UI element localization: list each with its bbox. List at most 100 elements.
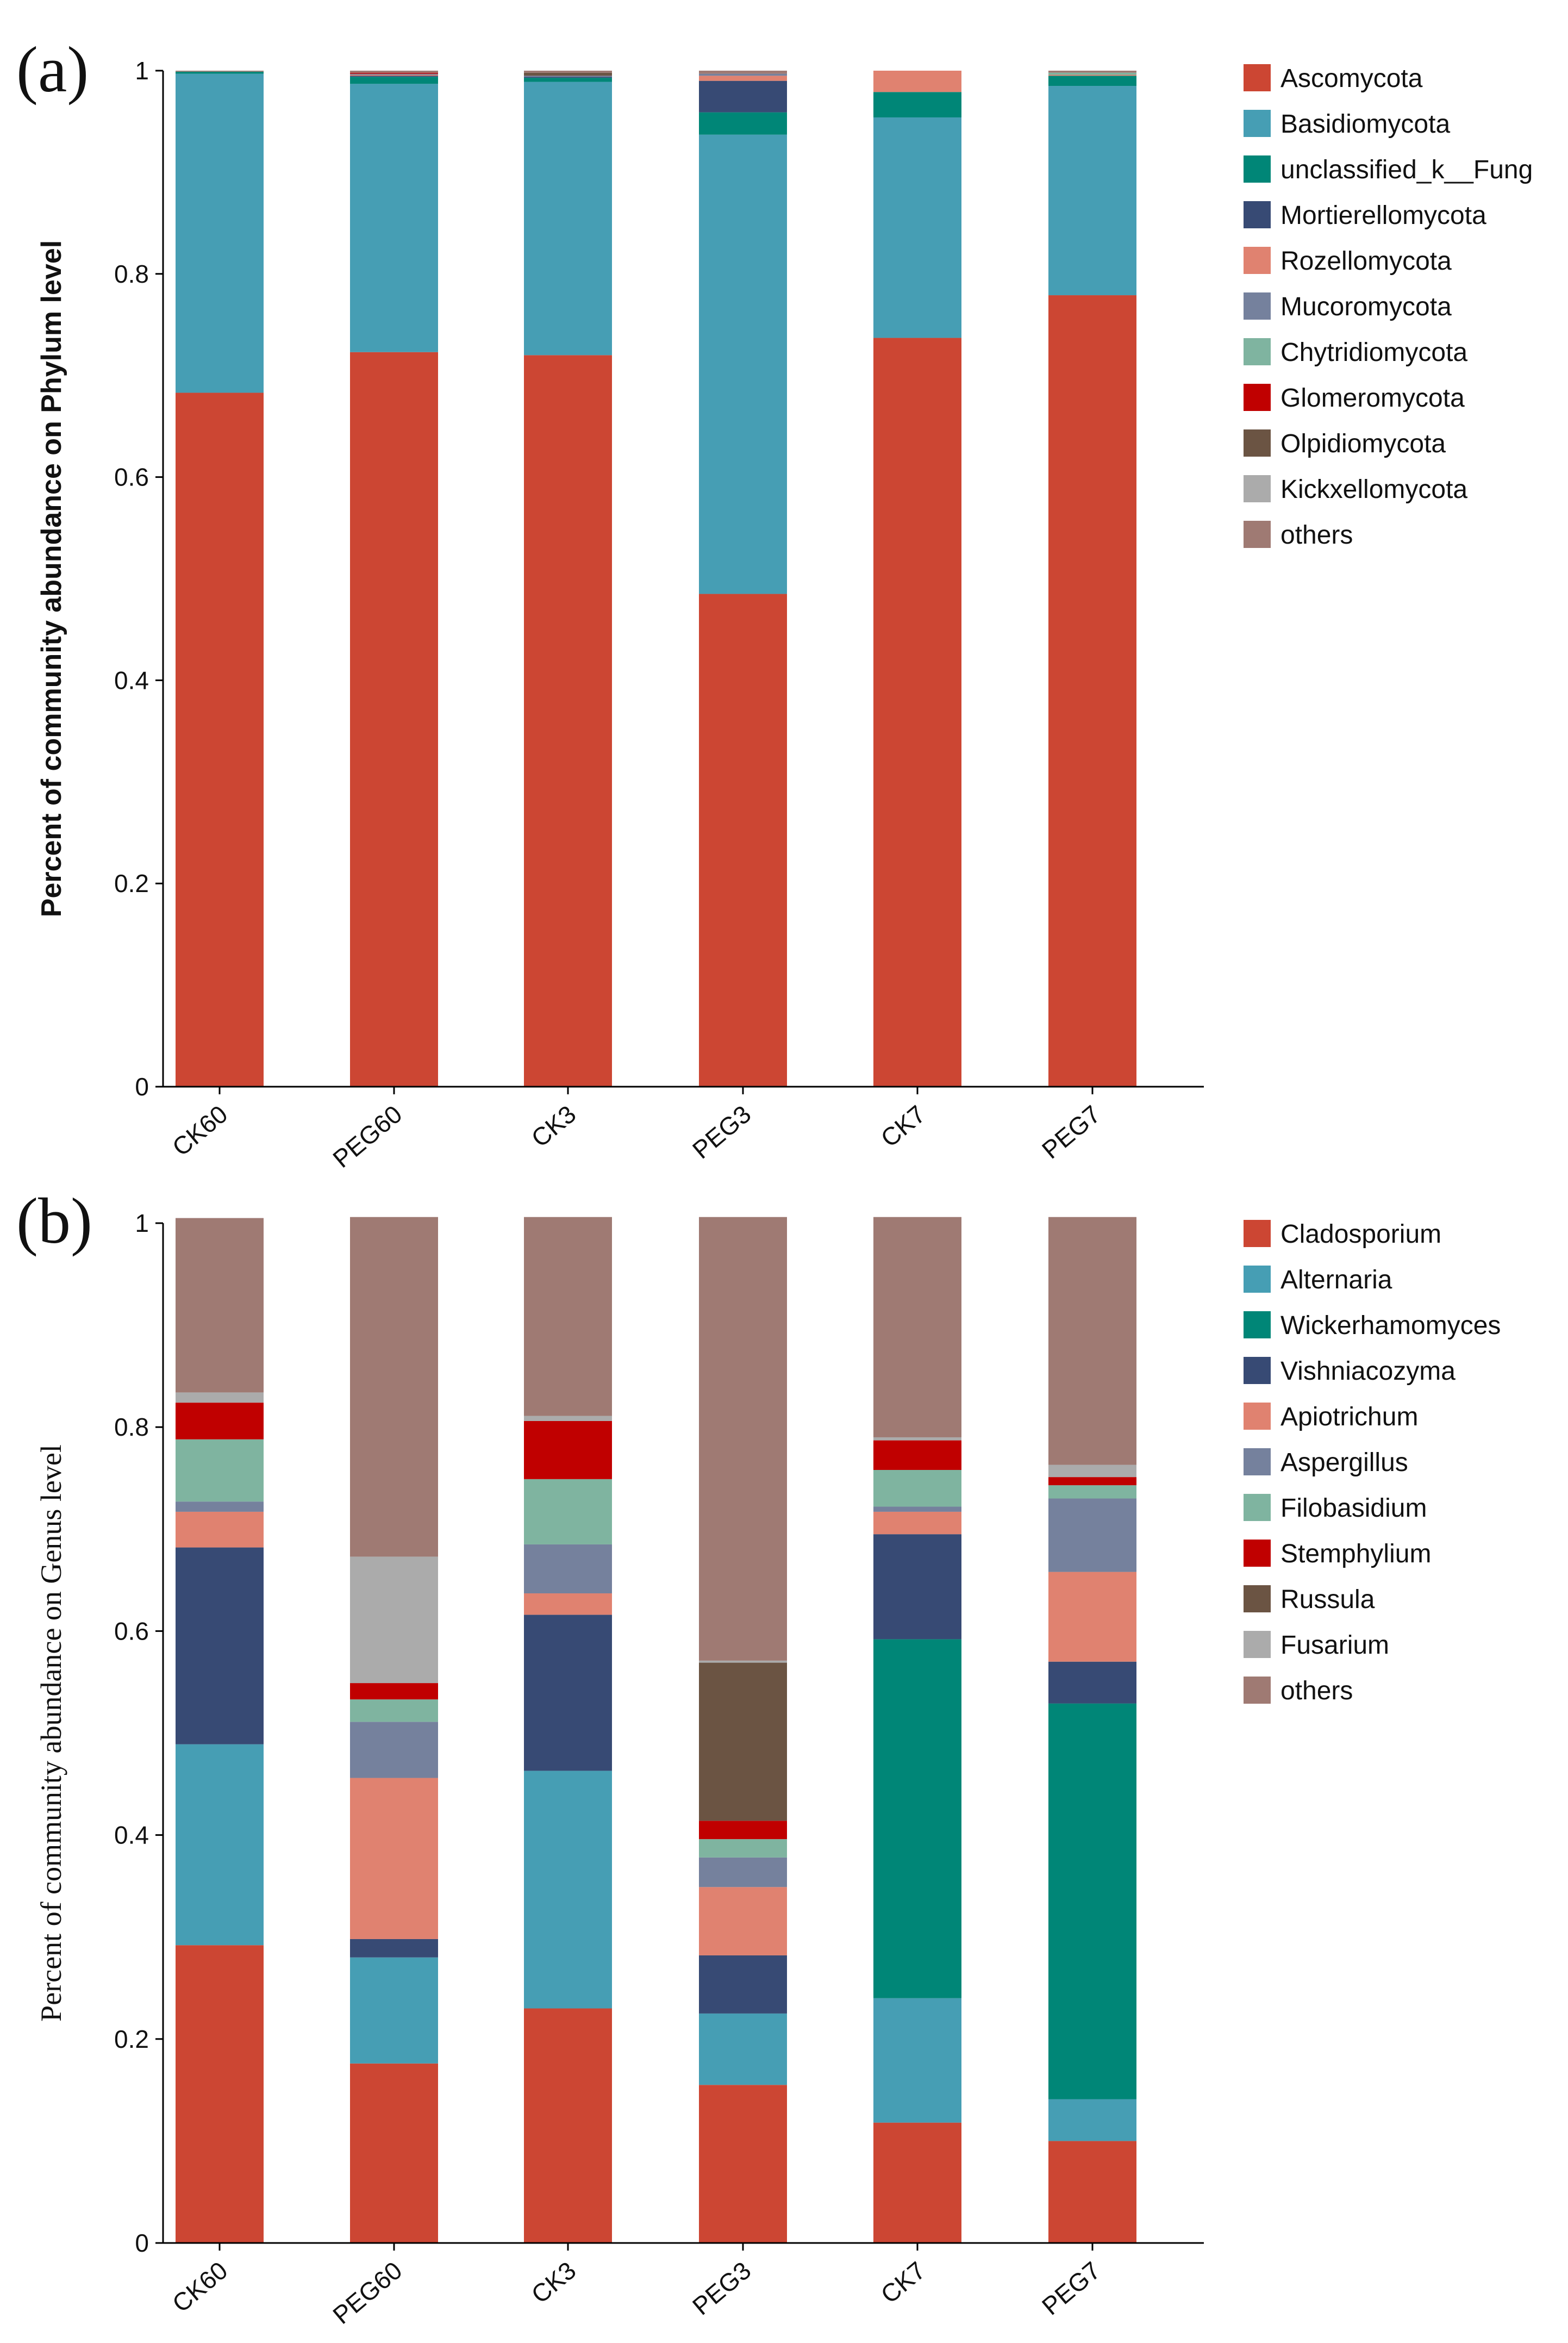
bar-peg7-apiotrichum: [1048, 1572, 1136, 1662]
bar-ck60-basidiomycota: [176, 73, 264, 393]
bar-peg7-others: [1048, 71, 1136, 73]
bar-ck7-cladosporium: [873, 2122, 961, 2243]
bar-ck3-apiotrichum: [524, 1593, 612, 1615]
bar-ck3-mucoromycota: [524, 76, 612, 77]
bar-peg7-filobasidium: [1048, 1485, 1136, 1499]
legend-swatch-mortierellomycota: [1244, 201, 1271, 228]
x-tick-label-ck3: CK3: [526, 1100, 581, 1152]
legend-swatch-aspergillus: [1244, 1448, 1271, 1475]
legend-label-aspergillus: Aspergillus: [1280, 1448, 1408, 1477]
y-tick-label: 0.4: [114, 1821, 149, 1849]
y-tick-label: 0: [135, 2229, 149, 2257]
y-tick-label: 1: [135, 1209, 149, 1237]
x-tick-label-ck60: CK60: [167, 1100, 233, 1162]
legend-swatch-stemphylium: [1244, 1540, 1271, 1567]
legend-label-alternaria: Alternaria: [1280, 1266, 1392, 1294]
bar-ck3-others: [524, 71, 612, 73]
bar-ck3-vishniacozyma: [524, 1615, 612, 1771]
legend-label-rozellomycota: Rozellomycota: [1280, 247, 1452, 276]
bar-peg3-rozellomycota: [699, 76, 787, 81]
bar-peg7-alternaria: [1048, 2099, 1136, 2141]
bar-ck60-apiotrichum: [176, 1511, 264, 1548]
legend-label-basidiomycota: Basidiomycota: [1280, 110, 1450, 139]
legend-swatch-chytridiomycota: [1244, 338, 1271, 365]
legend-swatch-unclassified-k-fung: [1244, 155, 1271, 183]
legend-swatch-cladosporium: [1244, 1220, 1271, 1247]
legend-swatch-olpidiomycota: [1244, 429, 1271, 457]
legend-swatch-rozellomycota: [1244, 247, 1271, 274]
legend-swatch-others: [1244, 1677, 1271, 1704]
bar-peg3-stemphylium: [699, 1821, 787, 1840]
bar-ck3-stemphylium: [524, 1420, 612, 1479]
legend-swatch-fusarium: [1244, 1631, 1271, 1658]
bar-ck3-aspergillus: [524, 1544, 612, 1593]
bar-ck3-olpidiomycota: [524, 72, 612, 76]
bar-ck3-basidiomycota: [524, 82, 612, 356]
legend-label-mucoromycota: Mucoromycota: [1280, 292, 1452, 321]
legend-label-kickxellomycota: Kickxellomycota: [1280, 475, 1467, 504]
bar-ck3-unclassified-k-fung: [524, 78, 612, 82]
legend-swatch-vishniacozyma: [1244, 1357, 1271, 1384]
bar-ck7-fusarium: [873, 1437, 961, 1441]
bar-peg60-filobasidium: [350, 1699, 438, 1722]
bar-peg3-alternaria: [699, 2013, 787, 2085]
x-tick-label-peg60: PEG60: [327, 2256, 407, 2329]
legend-swatch-others: [1244, 521, 1271, 548]
x-tick-label-peg7: PEG7: [1036, 2256, 1105, 2321]
legend-swatch-kickxellomycota: [1244, 475, 1271, 502]
bar-ck7-stemphylium: [873, 1440, 961, 1470]
legend-swatch-wickerhamomyces: [1244, 1311, 1271, 1338]
legend-label-glomeromycota: Glomeromycota: [1280, 384, 1465, 413]
bar-peg60-vishniacozyma: [350, 1939, 438, 1958]
legend-swatch-russula: [1244, 1585, 1271, 1612]
bar-ck60-aspergillus: [176, 1501, 264, 1512]
y-tick-label: 0.4: [114, 666, 149, 694]
bar-peg7-vishniacozyma: [1048, 1661, 1136, 1704]
legend-label-chytridiomycota: Chytridiomycota: [1280, 338, 1467, 367]
bar-peg60-basidiomycota: [350, 84, 438, 352]
bar-ck60-filobasidium: [176, 1439, 264, 1502]
legend-label-fusarium: Fusarium: [1280, 1631, 1389, 1660]
x-tick-label-ck7: CK7: [875, 2256, 930, 2309]
bar-ck7-others: [873, 1217, 961, 1437]
bar-peg7-stemphylium: [1048, 1477, 1136, 1486]
bar-ck7-alternaria: [873, 1998, 961, 2123]
x-tick-label-peg3: PEG3: [687, 2256, 756, 2321]
bar-peg7-unclassified-k-fung: [1048, 76, 1136, 86]
bar-peg7-chytridiomycota: [1048, 72, 1136, 75]
bar-peg3-filobasidium: [699, 1839, 787, 1858]
x-tick-label-peg7: PEG7: [1036, 1100, 1105, 1164]
bar-peg7-wickerhamomyces: [1048, 1703, 1136, 2099]
bar-peg3-others: [699, 1217, 787, 1661]
x-tick-label-ck60: CK60: [167, 2256, 233, 2318]
legend-label-filobasidium: Filobasidium: [1280, 1494, 1427, 1523]
legend-swatch-mucoromycota: [1244, 292, 1271, 320]
legend-label-russula: Russula: [1280, 1585, 1375, 1614]
legend-label-apiotrichum: Apiotrichum: [1280, 1403, 1418, 1431]
y-tick-label: 0.6: [114, 1617, 149, 1645]
x-tick-label-peg3: PEG3: [687, 1100, 756, 1164]
bar-ck60-ascomycota: [176, 392, 264, 1087]
bar-ck7-ascomycota: [873, 338, 961, 1087]
y-tick-label: 1: [135, 57, 149, 85]
bar-peg3-basidiomycota: [699, 134, 787, 594]
legend-swatch-apiotrichum: [1244, 1403, 1271, 1430]
bar-peg60-cladosporium: [350, 2063, 438, 2243]
legend-swatch-basidiomycota: [1244, 110, 1271, 137]
bar-ck60-cladosporium: [176, 1945, 264, 2243]
bar-peg7-aspergillus: [1048, 1498, 1136, 1572]
legend-label-others: others: [1280, 1677, 1353, 1705]
bar-ck7-basidiomycota: [873, 117, 961, 338]
bar-peg7-basidiomycota: [1048, 86, 1136, 296]
y-tick-label: 0.2: [114, 869, 149, 898]
bar-peg60-glomeromycota: [350, 72, 438, 74]
legend-label-unclassified-k-fung: unclassified_k__Fung: [1280, 155, 1533, 184]
bar-peg60-stemphylium: [350, 1683, 438, 1700]
bar-ck60-stemphylium: [176, 1403, 264, 1440]
panel-label: (a): [16, 33, 89, 105]
bar-peg7-others: [1048, 1217, 1136, 1465]
x-tick-label-ck7: CK7: [875, 1100, 930, 1152]
x-tick-label-peg60: PEG60: [327, 1100, 407, 1173]
bar-peg3-unclassified-k-fung: [699, 112, 787, 135]
